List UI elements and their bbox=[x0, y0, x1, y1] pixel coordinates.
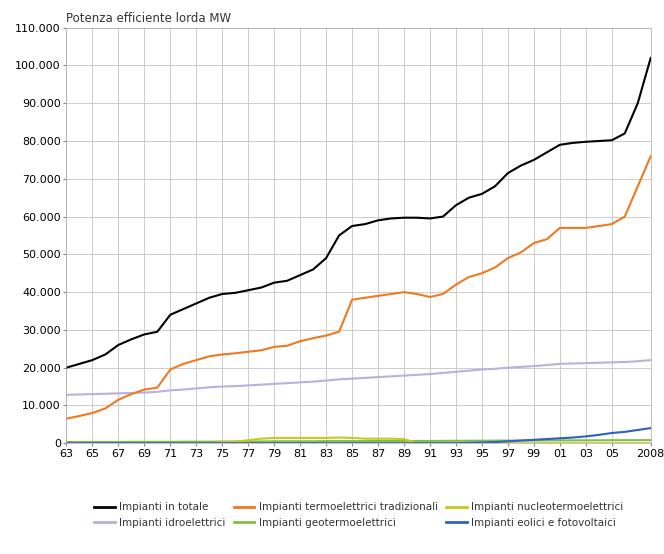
Legend: Impianti in totale, Impianti idroelettrici, Impianti termoelettrici tradizionali: Impianti in totale, Impianti idroelettri… bbox=[90, 498, 627, 532]
Text: Potenza efficiente lorda MW: Potenza efficiente lorda MW bbox=[66, 12, 232, 25]
